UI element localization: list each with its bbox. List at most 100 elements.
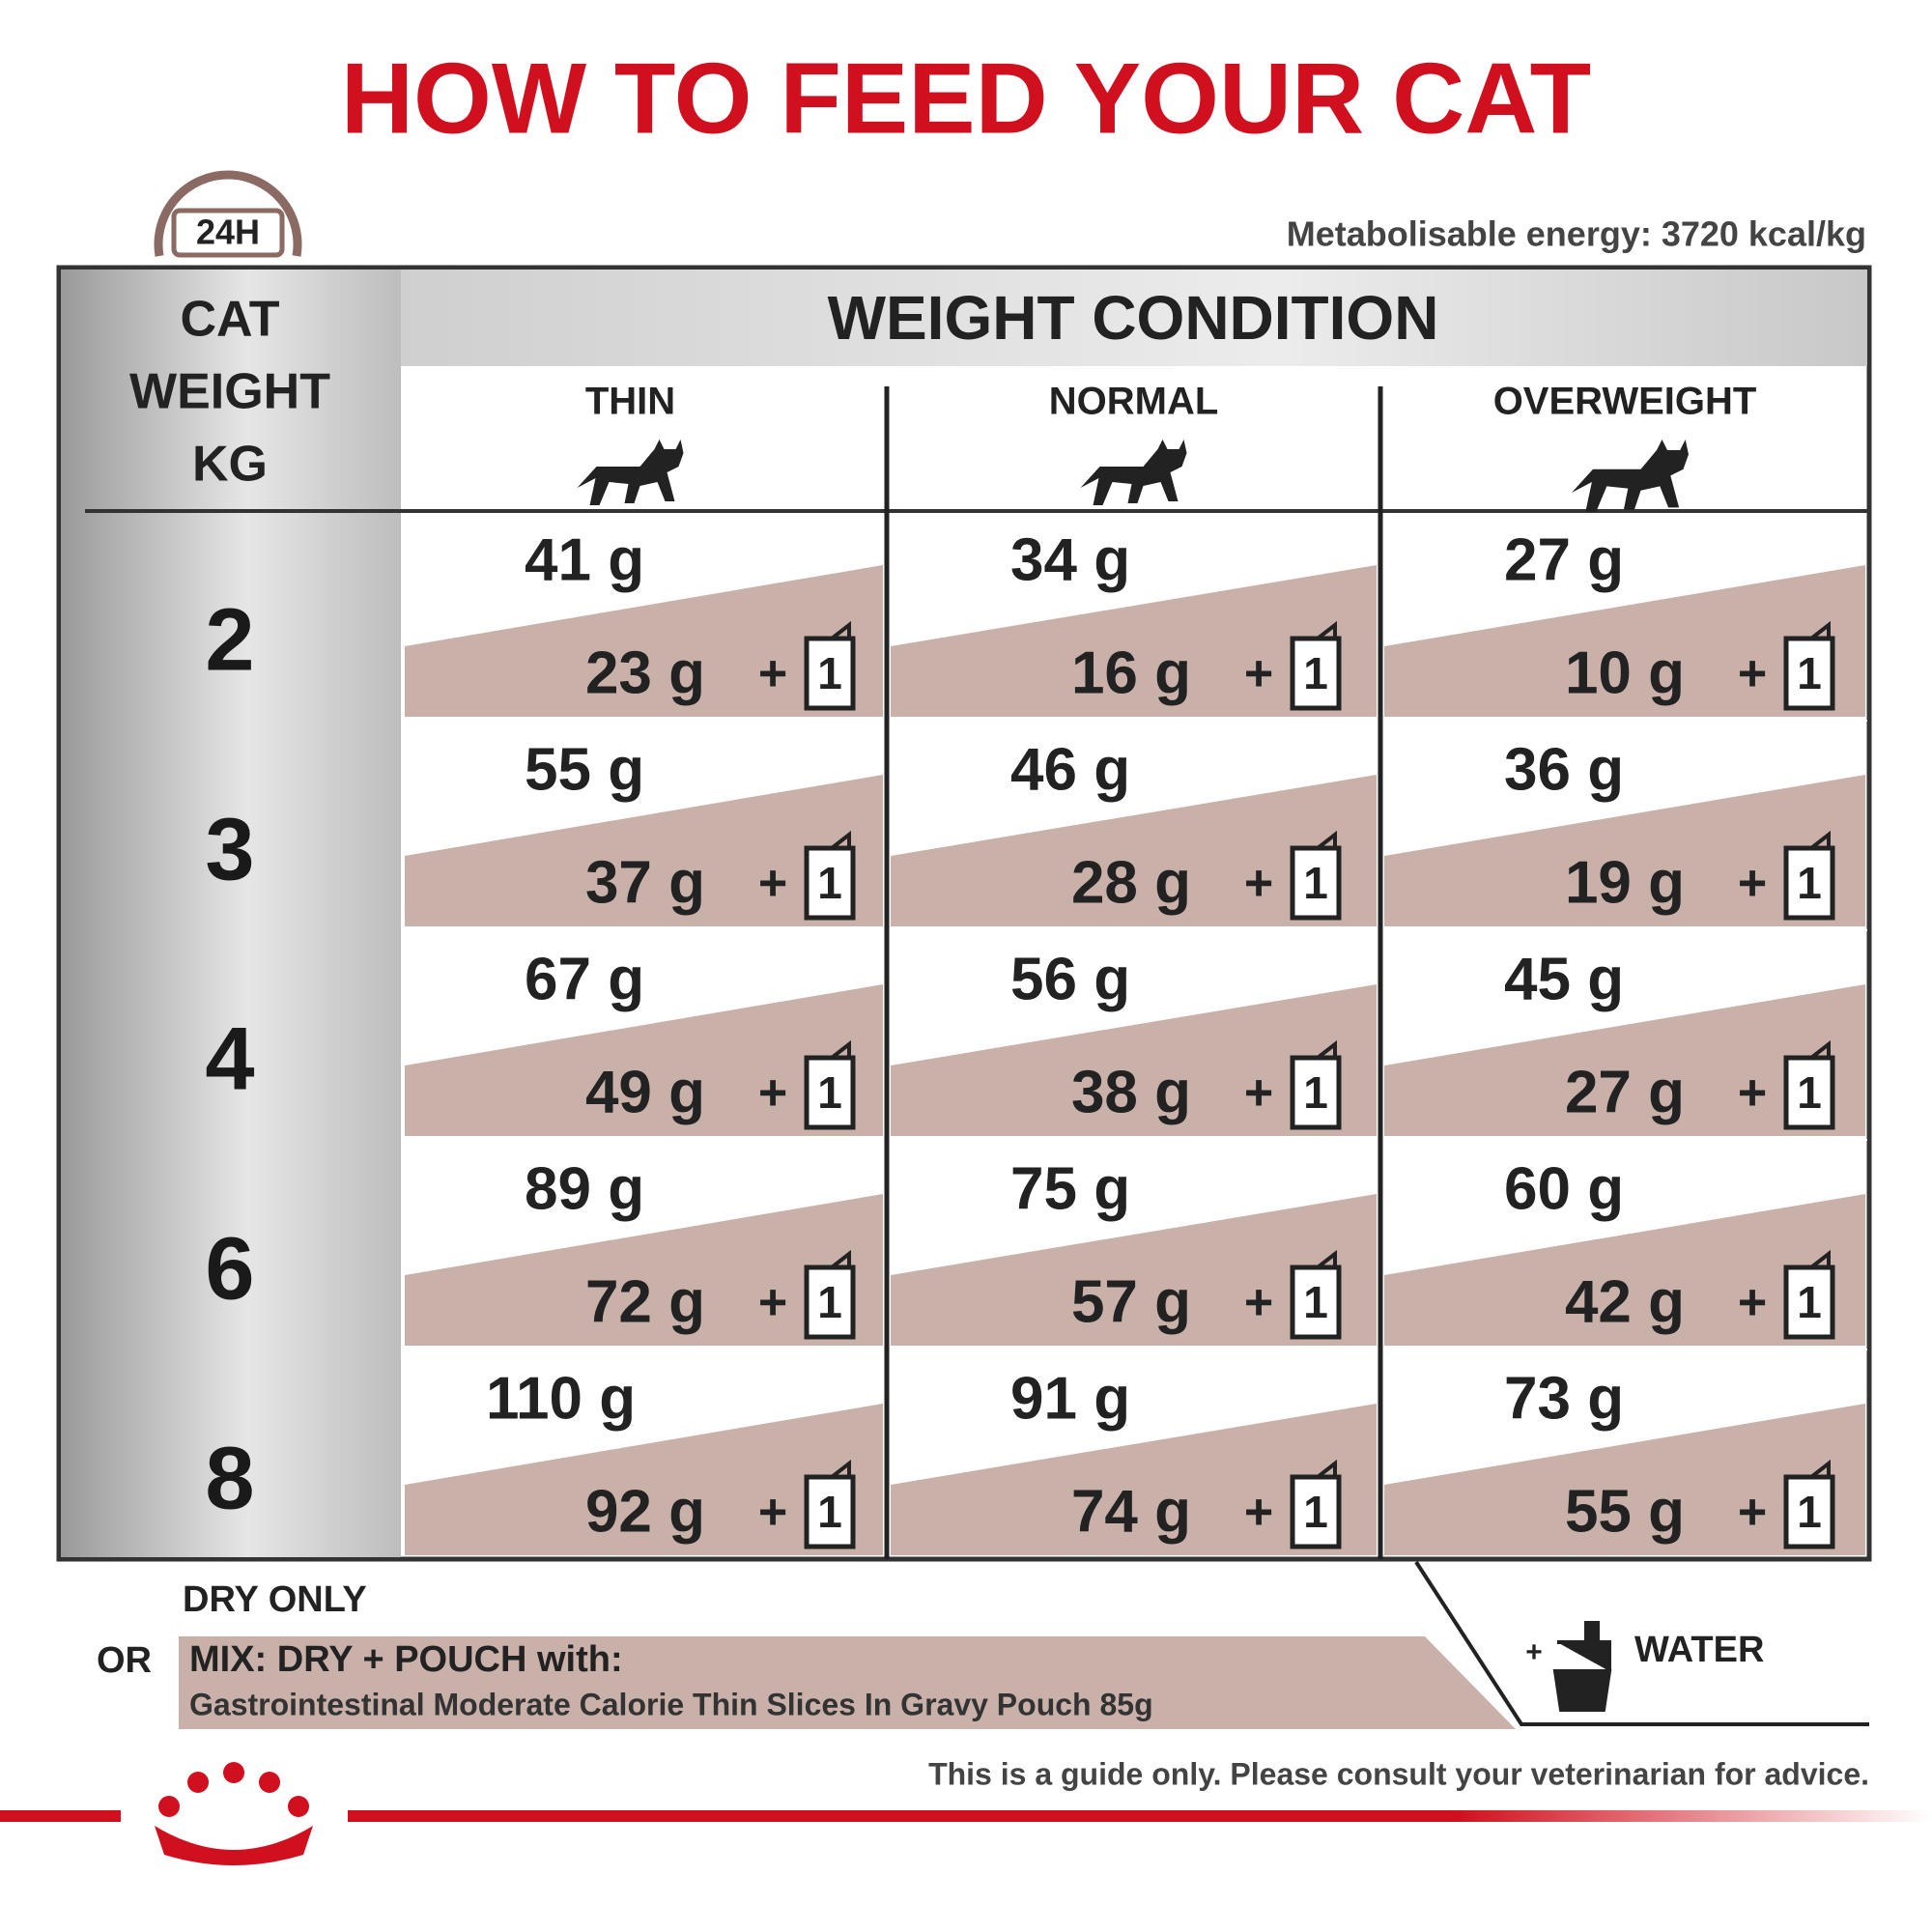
pouch-icon (804, 636, 856, 711)
mix-band (405, 984, 883, 1136)
mix-amount: 27 g (1565, 1059, 1685, 1125)
plus: + (758, 1485, 787, 1541)
pouch-count: 1 (817, 1067, 842, 1118)
pouch-top (1316, 1249, 1337, 1269)
cat-weight: 2 (205, 590, 254, 689)
red-line-left (0, 1810, 121, 1822)
cat-icon (1080, 440, 1187, 505)
cat-weight: 3 (205, 800, 254, 898)
mix-amount: 92 g (585, 1478, 705, 1545)
clock-icon: 24H (154, 170, 302, 258)
dry-amount: 55 g (525, 736, 644, 803)
dry-only: DRY ONLY (183, 1579, 367, 1620)
plus: + (758, 1065, 787, 1122)
pouch-icon (804, 1264, 856, 1340)
mix-amount: 72 g (585, 1268, 705, 1335)
pouch-icon (804, 845, 856, 921)
energy: Metabolisable energy: 3720 kcal/kg (1287, 214, 1866, 254)
pouch-count: 1 (1303, 1067, 1328, 1118)
pouch-count: 1 (1797, 1067, 1822, 1118)
pouch-top (1809, 1459, 1831, 1479)
pouch-top (830, 1459, 851, 1479)
pouch-icon (804, 1474, 856, 1549)
product: Gastrointestinal Moderate Calorie Thin S… (189, 1687, 1153, 1721)
mix-amount: 38 g (1071, 1059, 1191, 1125)
pouch-count: 1 (1303, 1487, 1328, 1537)
pouch-top (1316, 830, 1337, 850)
plus: + (1244, 646, 1273, 702)
pouch-icon (1290, 1264, 1342, 1340)
legend: DRY ONLY OR MIX: DRY + POUCH with: Gastr… (97, 1560, 1869, 1729)
plus: + (1738, 1485, 1767, 1541)
corner-label: KG (192, 437, 268, 493)
cat-icon (577, 440, 684, 505)
pouch-icon (804, 1055, 856, 1130)
corner-label: WEIGHT (129, 364, 330, 420)
dry-amount: 27 g (1504, 526, 1624, 593)
plus: + (758, 856, 787, 912)
mix-label: MIX: DRY + POUCH with: (189, 1639, 623, 1680)
dry-amount: 73 g (1504, 1365, 1624, 1432)
mix-band (891, 775, 1377, 926)
weight-column (61, 270, 401, 1557)
disclaimer: This is a guide only. Please consult you… (928, 1756, 1869, 1791)
mix-band (1384, 565, 1865, 717)
cat-icon (1572, 440, 1689, 512)
mix-band (1384, 1404, 1865, 1555)
crown-logo (155, 1762, 313, 1865)
mix-amount: 49 g (585, 1059, 705, 1125)
pouch-count: 1 (1797, 1487, 1822, 1537)
plus: + (1244, 1065, 1273, 1122)
dry-amount: 41 g (525, 526, 644, 593)
badge: 24H (196, 213, 260, 252)
dry-amount: 60 g (1504, 1155, 1624, 1222)
mix-band (891, 565, 1377, 717)
plus: + (1244, 1485, 1273, 1541)
pouch-top (830, 1249, 851, 1269)
title: HOW TO FEED YOUR CAT (341, 43, 1591, 155)
mix-band (1384, 1194, 1865, 1346)
plus: + (758, 646, 787, 702)
pouch-count: 1 (1303, 1277, 1328, 1327)
pouch-top (1316, 620, 1337, 640)
mix-amount: 10 g (1565, 639, 1685, 706)
column-header: THIN (585, 381, 675, 423)
water: WATER (1634, 1630, 1764, 1670)
mix-band (405, 775, 883, 926)
mix-amount: 23 g (585, 639, 705, 706)
cat-weight: 8 (205, 1429, 254, 1527)
mix-amount: 57 g (1071, 1268, 1191, 1335)
pouch-count: 1 (817, 858, 842, 908)
pouch-count: 1 (1797, 858, 1822, 908)
cat-weight: 4 (205, 1009, 254, 1108)
pouch-icon (1783, 1055, 1835, 1130)
corner-label: CAT (180, 292, 279, 348)
pouch-icon (1783, 1264, 1835, 1340)
plus: + (1738, 1065, 1767, 1122)
plus: + (1738, 646, 1767, 702)
dry-amount: 110 g (486, 1365, 636, 1432)
mix-band (891, 984, 1377, 1136)
pouch-top (1316, 1039, 1337, 1060)
pouch-count: 1 (1303, 858, 1328, 908)
red-line-right (348, 1810, 1932, 1822)
mix-amount: 19 g (1565, 849, 1685, 916)
mix-amount: 55 g (1565, 1478, 1685, 1545)
dry-amount: 91 g (1010, 1365, 1130, 1432)
pouch-count: 1 (1797, 648, 1822, 698)
pouch-icon (1783, 1474, 1835, 1549)
pouch-top (830, 1039, 851, 1060)
dry-amount: 34 g (1010, 526, 1130, 593)
plus: + (1244, 1275, 1273, 1331)
column-header: NORMAL (1049, 381, 1219, 423)
plus: + (1738, 1275, 1767, 1331)
pouch-icon (1783, 845, 1835, 921)
mix-band (891, 1404, 1377, 1555)
plus: + (758, 1275, 787, 1331)
mix-amount: 42 g (1565, 1268, 1685, 1335)
pouch-count: 1 (1303, 648, 1328, 698)
mix-band (1384, 775, 1865, 926)
mix-amount: 28 g (1071, 849, 1191, 916)
mix-band (405, 1194, 883, 1346)
